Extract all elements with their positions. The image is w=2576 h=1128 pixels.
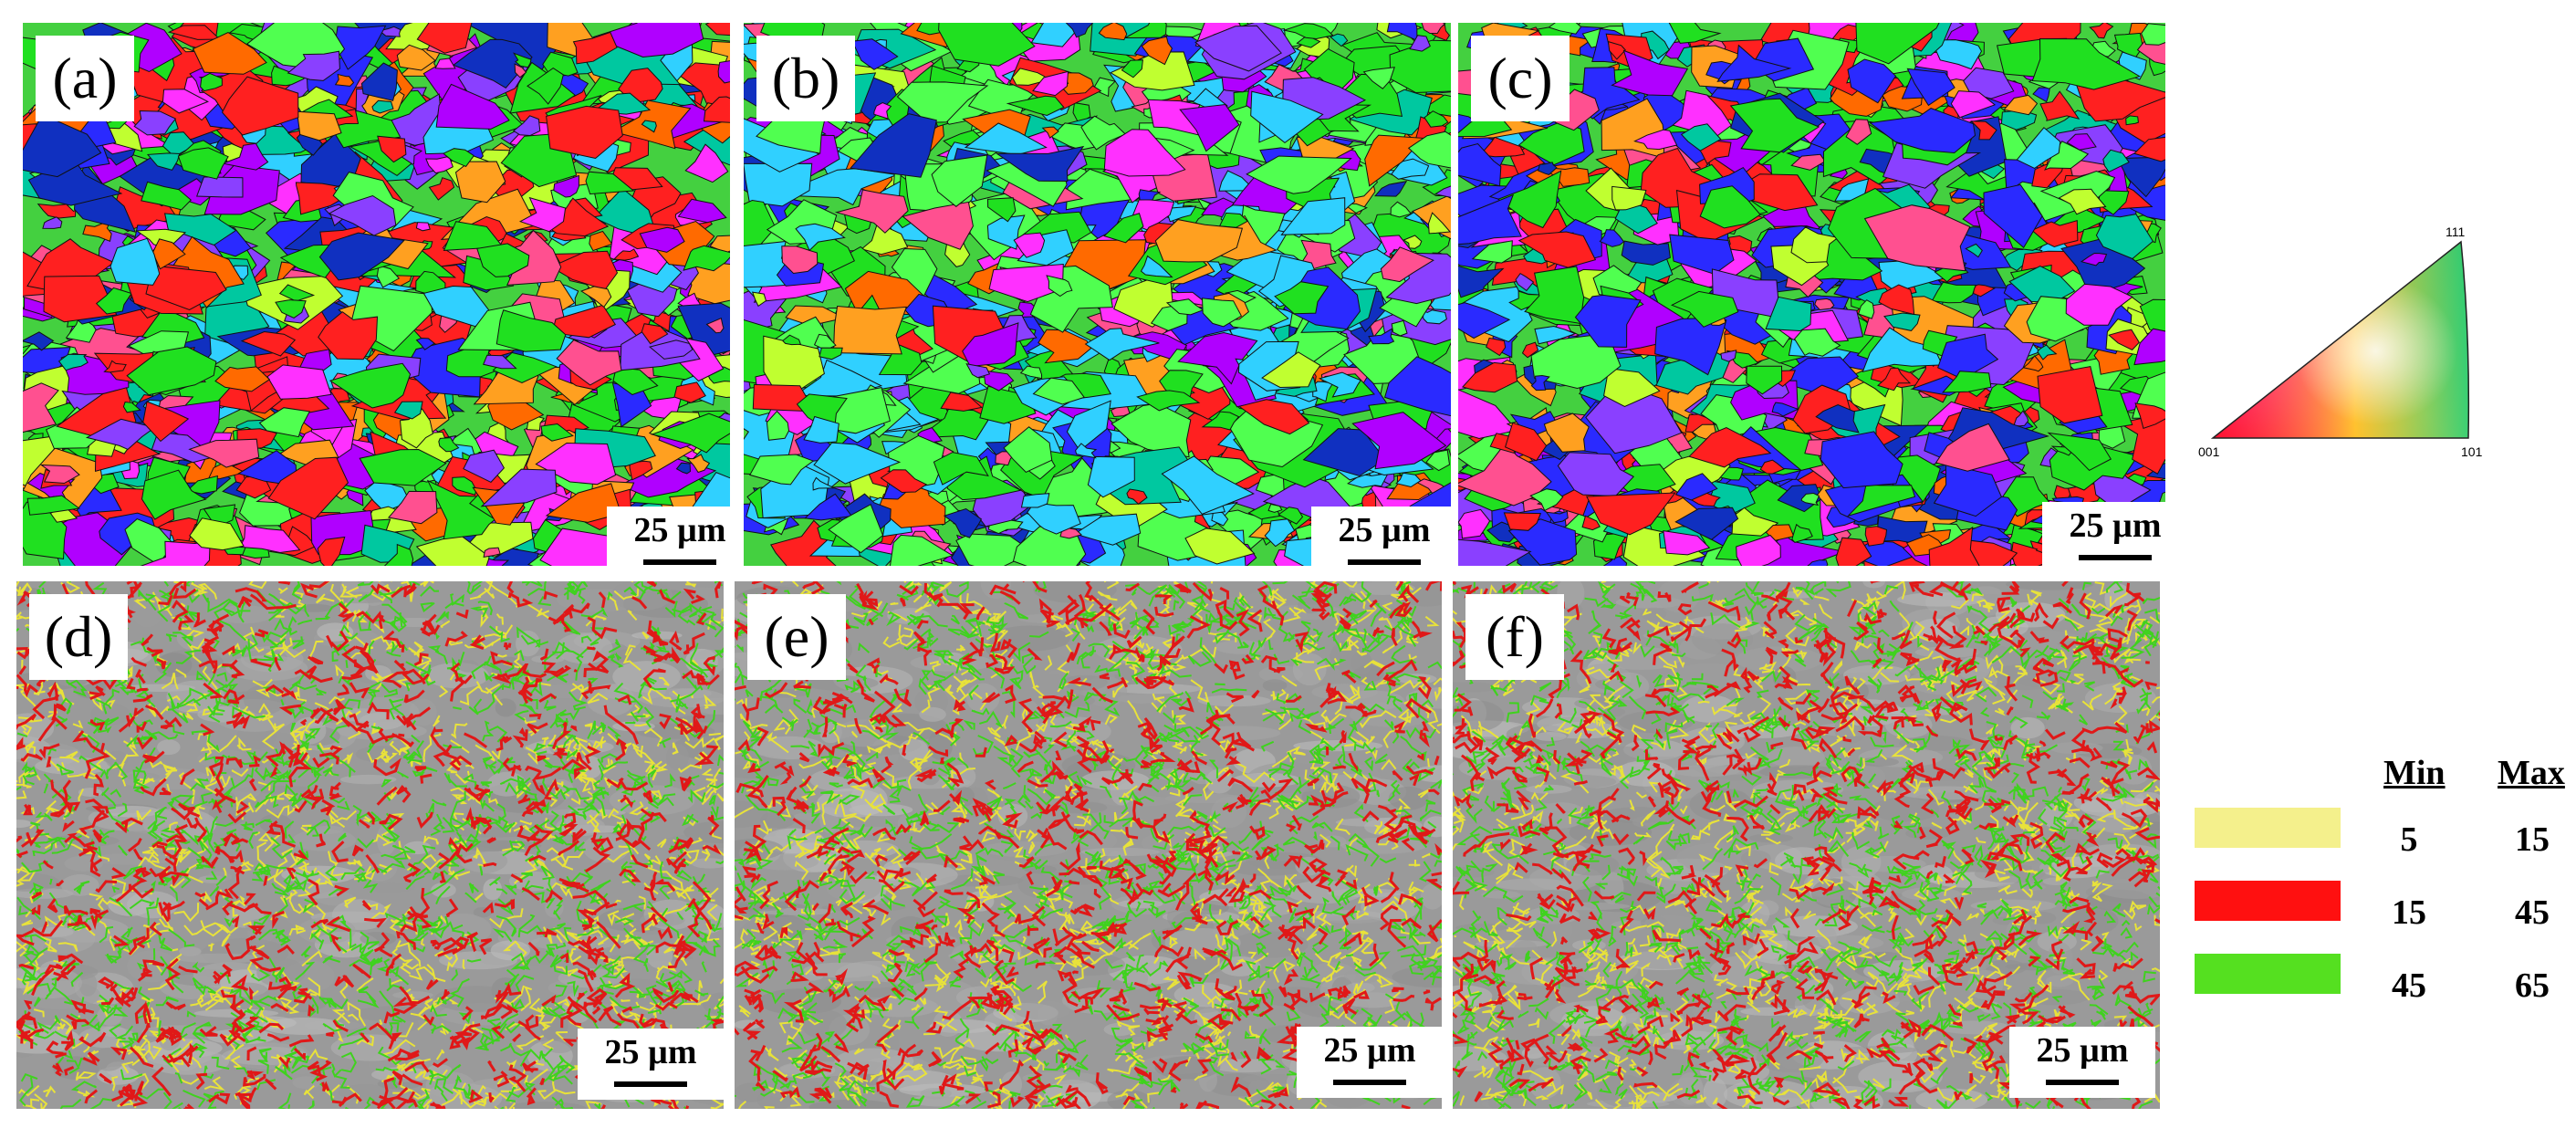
legend-max-low: 15 xyxy=(2515,820,2550,859)
ipf-key-top-label: 111 xyxy=(2446,225,2465,239)
scale-bar-label: 25 µm xyxy=(633,511,726,549)
ipf-color-key: 111 001 101 xyxy=(2198,225,2483,459)
scale-bar-label: 25 µm xyxy=(2069,507,2162,545)
ipf-map-b: (b) 25 µm xyxy=(744,23,1451,566)
boundary-map-d: (d) 25 µm xyxy=(16,581,724,1109)
grain-boundary-map xyxy=(1453,581,2160,1109)
grain-boundary-map xyxy=(735,581,1442,1109)
panel-label: (e) xyxy=(747,594,846,680)
scale-bar-line xyxy=(2046,1080,2119,1085)
scale-bar: 25 µm xyxy=(578,1029,724,1100)
legend-min-header: Min xyxy=(2383,754,2446,792)
boundary-map-f: (f) 25 µm xyxy=(1453,581,2160,1109)
scale-bar-line xyxy=(643,559,716,565)
panel-label: (d) xyxy=(29,594,128,680)
legend-swatch-high xyxy=(2195,954,2341,994)
scale-bar: 25 µm xyxy=(607,507,730,566)
ipf-grain-map xyxy=(23,23,730,566)
ipf-key-left-label: 001 xyxy=(2198,444,2220,459)
scale-bar: 25 µm xyxy=(1311,507,1451,566)
scale-bar-line xyxy=(614,1081,687,1087)
panel-label: (f) xyxy=(1465,594,1564,680)
scale-bar: 25 µm xyxy=(1297,1027,1442,1098)
legend-swatch-low xyxy=(2195,808,2341,848)
scale-bar-label: 25 µm xyxy=(1323,1031,1416,1070)
ipf-key-right-label: 101 xyxy=(2461,444,2483,459)
legend-min-low: 5 xyxy=(2400,820,2418,859)
scale-bar: 25 µm xyxy=(2009,1027,2155,1098)
scale-bar-line xyxy=(2079,555,2152,560)
legend-max-mid: 45 xyxy=(2515,893,2550,932)
scale-bar-label: 25 µm xyxy=(604,1033,697,1071)
ipf-map-c: (c) 25 µm xyxy=(1458,23,2165,566)
panel-label: (b) xyxy=(756,36,855,121)
ipf-map-a: (a) 25 µm xyxy=(23,23,730,566)
scale-bar-label: 25 µm xyxy=(1338,511,1431,549)
panel-label: (a) xyxy=(36,36,134,121)
ipf-grain-map xyxy=(1458,23,2165,566)
grain-boundary-map xyxy=(16,581,724,1109)
legend-max-header: Max xyxy=(2498,754,2565,792)
scale-bar: 25 µm xyxy=(2042,502,2165,566)
legend-min-high: 45 xyxy=(2392,966,2426,1005)
legend-min-mid: 15 xyxy=(2392,893,2426,932)
scale-bar-line xyxy=(1348,559,1421,565)
panel-label: (c) xyxy=(1471,36,1570,121)
legend-max-high: 65 xyxy=(2515,966,2550,1005)
scale-bar-line xyxy=(1333,1080,1406,1085)
legend-swatch-mid xyxy=(2195,881,2341,921)
scale-bar-label: 25 µm xyxy=(2036,1031,2129,1070)
boundary-map-e: (e) 25 µm xyxy=(735,581,1442,1109)
